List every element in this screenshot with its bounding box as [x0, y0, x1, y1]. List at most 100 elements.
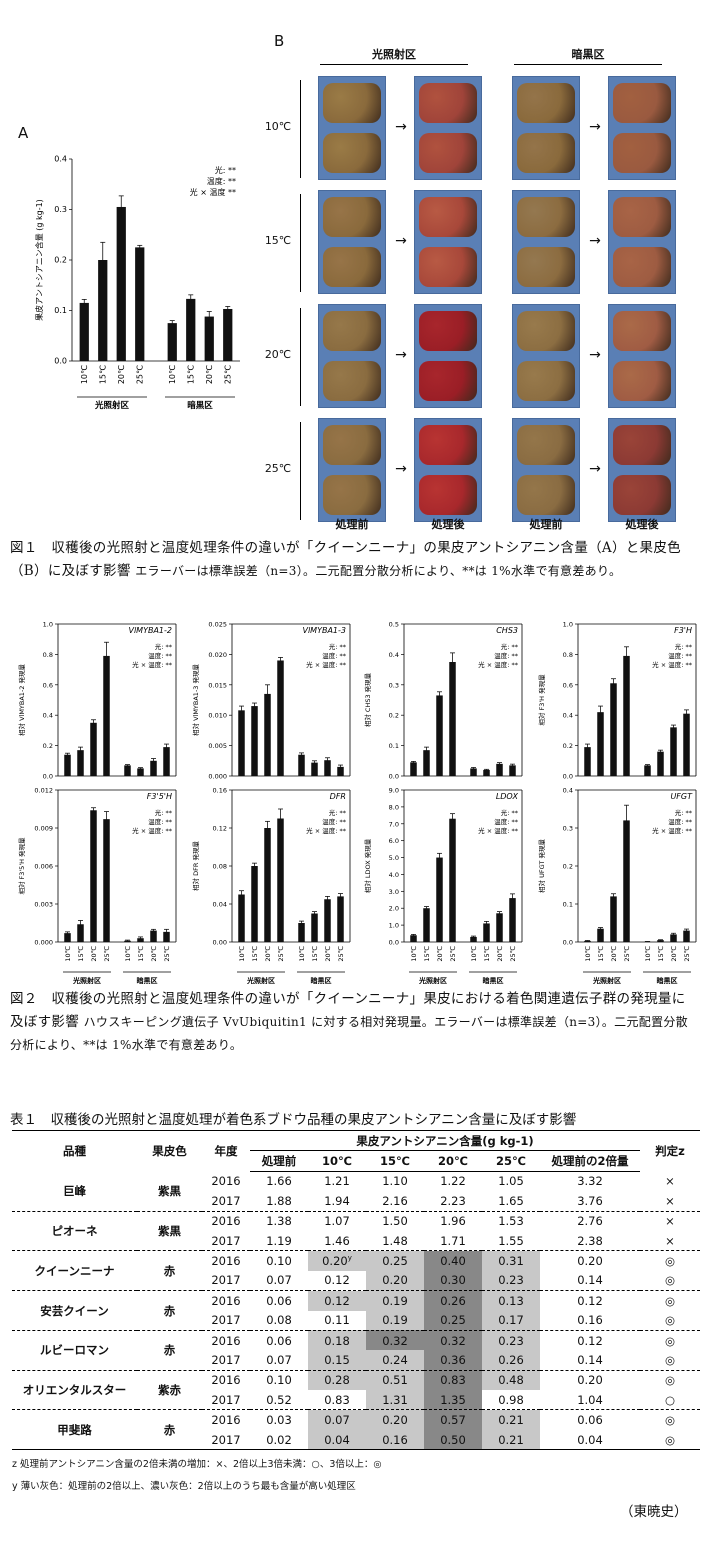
bar: [98, 260, 108, 361]
bar: [436, 857, 443, 942]
judge-cell: ◎: [664, 1313, 676, 1328]
bar: [277, 660, 284, 776]
grape-bunch: [323, 361, 381, 401]
value-cell: 1.71: [440, 1233, 466, 1248]
y-tick-label: 0.010: [208, 712, 227, 720]
bar: [311, 913, 318, 942]
x-tick-label: 20℃: [150, 946, 158, 962]
value-cell: 0.10: [266, 1373, 292, 1388]
value-cell: 1.96: [440, 1214, 466, 1229]
x-tick-label: 15℃: [137, 946, 145, 962]
y-axis-label: 相対 F3'H 発現量: [537, 674, 546, 726]
grape-bunch: [323, 475, 381, 515]
value-cell: 0.40: [424, 1250, 482, 1271]
figure2-caption-note: ハウスキーピング遺伝子 VvUbiquitin1 に対する相対発現量。エラーバー…: [10, 1015, 688, 1052]
x-tick-label: 20℃: [90, 946, 98, 962]
variety-name: 甲斐路: [57, 1422, 92, 1437]
value-cell: 1.94: [324, 1193, 350, 1208]
value-cell: 0.20: [366, 1409, 424, 1430]
bar: [124, 765, 131, 776]
temp-label: 10℃: [264, 120, 292, 133]
bar: [410, 935, 417, 942]
grape-photo: [318, 418, 386, 522]
significance-label: 温度: **: [668, 651, 693, 660]
bar: [186, 298, 196, 361]
bar: [670, 727, 677, 776]
bar: [90, 810, 97, 942]
x-tick-label: 15℃: [77, 946, 85, 962]
grape-photo: [318, 304, 386, 408]
content-label: 果皮アントシアニン含量: [356, 1133, 483, 1148]
group-label: 光照射区: [72, 976, 101, 984]
grape-photo: [512, 76, 580, 180]
x-tick-label: 10℃: [124, 946, 132, 962]
group-label: 暗黒区: [137, 976, 158, 984]
grape-bunch: [323, 311, 381, 351]
y-tick-label: 0.012: [34, 787, 53, 795]
bar: [238, 710, 245, 776]
table-row: オリエンタルスター 紫赤 2016 0.10 0.28 0.51 0.83 0.48 0.20 ◎: [12, 1370, 700, 1397]
y-tick-label: 0.04: [213, 901, 227, 909]
bar: [90, 722, 97, 776]
bar: [251, 866, 258, 942]
anthocyanin-table: 品種 果皮色 年度 果皮アントシアニン含量(g kg-1) 判定z 処理前 10℃…: [12, 1130, 700, 1450]
x-tick-label: 15℃: [186, 365, 195, 384]
value-cell: 0.04: [577, 1432, 603, 1447]
bar: [623, 655, 630, 776]
grape-bunch: [613, 361, 671, 401]
photo-column-label: 処理前: [529, 518, 563, 531]
value-cell: 0.15: [308, 1350, 366, 1371]
grape-photo: [414, 190, 482, 294]
arrow-right-icon: →: [395, 461, 407, 477]
figure2-caption: 図２ 収穫後の光照射と温度処理条件の違いが「クイーンニーナ」果皮における着色関連…: [10, 988, 698, 1057]
significance-label: 光: **: [501, 808, 519, 817]
grape-photo: [608, 76, 676, 180]
table-row: ルビーロマン赤 2016 0.06 0.18 0.32 0.32 0.23 0.12 ◎: [12, 1330, 700, 1357]
x-tick-label: 20℃: [436, 946, 444, 962]
col-judge: 判定z: [655, 1144, 685, 1159]
photo-column-label: 処理前: [335, 518, 369, 531]
judge-cell: ×: [665, 1233, 675, 1248]
y-tick-label: 0.8: [43, 651, 53, 659]
grape-bunch: [419, 247, 477, 287]
panel-a-label: A: [18, 124, 29, 142]
value-cell: 0.12: [324, 1273, 350, 1288]
year-cell: 2017: [211, 1392, 241, 1407]
grape-bunch: [613, 475, 671, 515]
table-row: 2017 0.02 0.04 0.16 0.50 0.21 0.04 ◎: [12, 1429, 700, 1450]
significance-label: 光: **: [329, 808, 347, 817]
value-cell: 0.06: [266, 1293, 292, 1308]
bar: [423, 908, 430, 942]
grape-bunch: [517, 83, 575, 123]
figure1-caption-title: 図１ 収穫後の光照射と温度処理条件の違いが「クイーンニーナ」の果皮アントシアニン…: [10, 540, 681, 579]
y-tick-label: 0.16: [213, 787, 227, 795]
y-tick-label: 0.00: [213, 939, 227, 947]
bar: [79, 302, 89, 361]
bar: [137, 768, 144, 776]
year-cell: 2016: [211, 1254, 241, 1269]
value-cell: 0.18: [308, 1330, 366, 1351]
group-label: 光照射区: [94, 400, 130, 411]
group-label: 暗黒区: [187, 400, 213, 411]
bar: [436, 695, 443, 776]
grape-bunch: [323, 133, 381, 173]
significance-label: 温度: **: [494, 817, 519, 826]
x-tick-label: 20℃: [670, 946, 678, 962]
bar: [116, 206, 126, 361]
significance-label: 光: **: [155, 642, 173, 651]
judge-cell: ○: [664, 1392, 676, 1407]
value-cell: 2.23: [440, 1193, 466, 1208]
group-label: 光照射区: [418, 976, 447, 984]
grape-photo: [318, 76, 386, 180]
bar: [103, 655, 110, 776]
y-tick-label: 3.0: [389, 888, 399, 896]
judge-cell: ×: [665, 1214, 675, 1229]
value-cell: 2.76: [577, 1214, 603, 1229]
bar: [670, 934, 677, 942]
variety-name: オリエンタルスター: [22, 1383, 127, 1398]
y-tick-label: 0.3: [389, 681, 399, 689]
value-cell: 1.05: [498, 1174, 524, 1189]
value-cell: 0.30: [424, 1270, 482, 1291]
value-cell: 0.24: [366, 1350, 424, 1371]
anthocyanin-bar-chart: 0.0 0.1 0.2 0.3 0.4 10℃ 15℃ 20℃ 25℃ 10℃ 15℃ 20℃ 25℃ 光…: [34, 155, 240, 411]
